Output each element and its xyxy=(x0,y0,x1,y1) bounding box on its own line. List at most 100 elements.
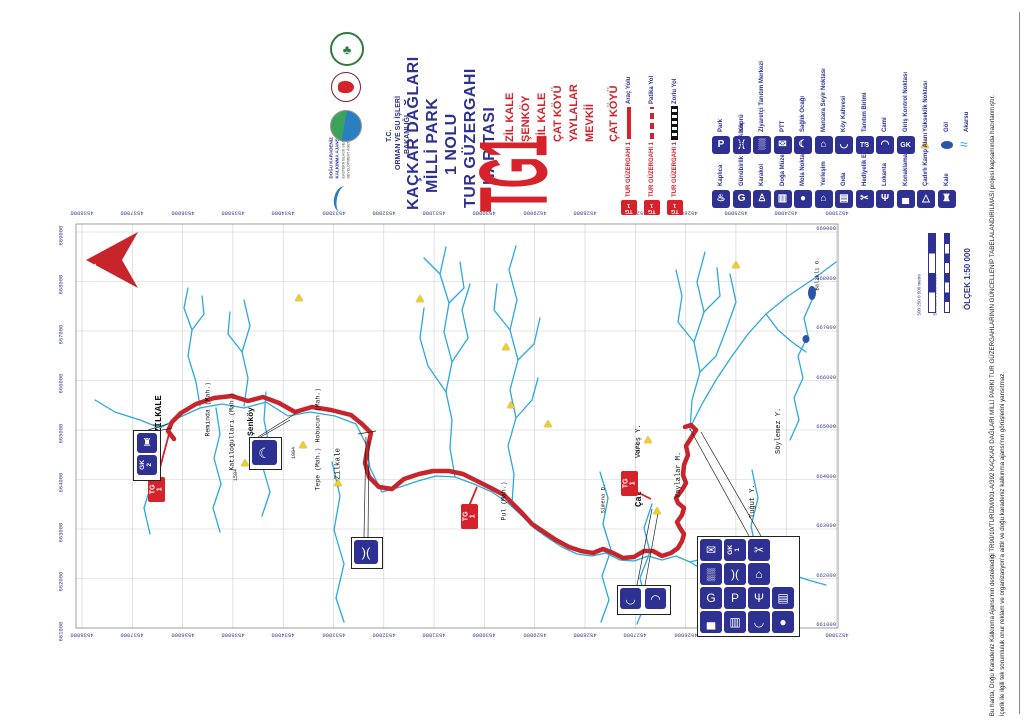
route-legend-label: TUR GÜZERGAHI 1 xyxy=(671,141,678,197)
tg1-marker-label: TG 1 xyxy=(622,478,637,489)
northing-label-left: 664000 xyxy=(57,472,65,493)
elevation-point xyxy=(544,420,552,427)
ministry-title-line: T.C. xyxy=(386,129,393,142)
ptt-icon: ✉ xyxy=(700,539,722,561)
northing-label-right: 661000 xyxy=(816,621,836,628)
tg1-marker-label: TG 1 xyxy=(462,511,477,522)
gunubirlik-tesis-alani-icon: G xyxy=(732,190,751,208)
lokanta-icon: Ψ xyxy=(876,190,894,208)
route-place-name: ZİL KALE xyxy=(536,92,548,142)
northing-label-left: 663000 xyxy=(57,522,65,542)
koy-kahvesi-icon: ◡ xyxy=(748,611,770,633)
legend-label-yerlesim: Yerleşim xyxy=(820,161,827,186)
route-legend-label: TUR GÜZERGAHI 1 xyxy=(648,141,655,197)
elevation-point xyxy=(295,294,303,301)
legend-label-saglik-ocagi: Sağlık Ocağı xyxy=(800,95,806,132)
map-border xyxy=(75,223,839,629)
konaklama-icon: ▄ xyxy=(896,190,915,208)
easting-label-bottom: 4533000 xyxy=(321,631,346,639)
map-title-line: 1 NOLU xyxy=(443,113,460,175)
cat-cluster-callout-leader xyxy=(700,431,762,537)
easting-label-bottom: 4536000 xyxy=(171,631,195,639)
map-label: Hobucun (Mah.) xyxy=(314,387,322,442)
route-legend-item: TG 1 TUR GÜZERGAHI 1 Patika Yol xyxy=(643,76,660,215)
easting-label-bottom: 4531000 xyxy=(422,631,446,639)
river xyxy=(493,283,511,331)
river xyxy=(765,313,807,353)
route-legend-label: TUR GÜZERGAHI 1 xyxy=(625,141,632,197)
northing-label-left: 669000 xyxy=(57,225,65,245)
legend-label-park: Park xyxy=(718,118,724,132)
ministry-logo: ♣ xyxy=(330,32,364,66)
map-label: 1904 xyxy=(291,446,297,459)
map-label: ZİLKALE xyxy=(154,395,164,433)
route-legend-type: Zorlu Yol xyxy=(671,78,678,104)
elevation-point xyxy=(732,261,740,268)
river xyxy=(507,245,519,504)
legend-label-ziyaretci-tanitim-merkezi: Ziyaretçi Tanıtım Merkezi xyxy=(759,61,765,132)
tanitim-birimi-icon: TB xyxy=(855,136,874,154)
river xyxy=(191,295,205,331)
northing-label-left: 667000 xyxy=(57,324,65,344)
map-label: Tuğut Y. xyxy=(749,484,757,518)
map-label: 2183 xyxy=(635,442,641,455)
lake xyxy=(808,286,816,300)
gol-icon xyxy=(940,141,953,149)
kaplica-icon: ♨ xyxy=(712,190,730,208)
doka-logo-text: KALKINMA AJANSI xyxy=(334,136,340,178)
elevation-point xyxy=(644,436,652,443)
gk2-icon-label: GK 2 xyxy=(139,460,153,470)
map-title-line: MİLLİ PARK xyxy=(424,97,441,193)
map-label: Zilkale xyxy=(334,447,343,479)
gk2-callout-leader xyxy=(147,423,169,431)
easting-label-bottom: 4523000 xyxy=(824,631,849,639)
kopru-callout-leader xyxy=(367,440,370,538)
cami-icon: ◠ xyxy=(645,588,666,609)
route-place-name: ÇAT KÖYÜ xyxy=(608,85,620,142)
scale-ticks: 500 250 0 500 metre xyxy=(916,273,922,316)
river xyxy=(419,307,447,393)
elevation-point xyxy=(334,479,342,486)
legend-label-gunubirlik-tesis-alani: Günübirlik Tesis Alanı xyxy=(738,123,745,186)
ziyaretci-tanitim-icon: ▒ xyxy=(700,563,722,585)
easting-label-top: 4523000 xyxy=(824,209,849,217)
elevation-point xyxy=(653,507,661,514)
tg1-marker: TG 1 xyxy=(461,504,478,529)
gk1-icon-label: GK 1 xyxy=(727,545,741,555)
tour-route-tg1 xyxy=(165,393,699,561)
saglik-ocagi-icon: ☾ xyxy=(794,136,812,154)
route-legend-badge: TG 1 xyxy=(620,200,637,215)
scale-bar xyxy=(928,233,936,313)
tg1-marker-label: TG 1 xyxy=(149,484,164,495)
northing-label-right: 667000 xyxy=(816,324,836,331)
route-legend-badge-label: TG 1 xyxy=(670,202,679,215)
cat-pair-callout-leader xyxy=(636,508,653,586)
tg1-marker: TG 1 xyxy=(148,477,165,502)
route-place-name: ÇAT KÖYÜ xyxy=(552,85,564,142)
easting-label-top: 4531000 xyxy=(422,209,446,217)
easting-label-top: 4534000 xyxy=(271,209,295,217)
legend-label-yukseklik-noktasi: Yükseklik Noktası xyxy=(923,80,929,132)
credits-line: İçerik ile ilgili tek sorumluluk onur re… xyxy=(998,371,1006,716)
map-label: Yaylalar M. xyxy=(675,451,683,498)
route-legend-type: Patika Yol xyxy=(648,75,655,104)
kopru-callout-leader xyxy=(363,436,367,538)
easting-label-bottom: 4537000 xyxy=(120,631,144,639)
map-label: Katiloğulları (Mah.) xyxy=(228,391,236,470)
legend-label-kale: Kale xyxy=(943,173,950,186)
kopru-callout-leader-cap xyxy=(357,430,377,435)
river xyxy=(227,311,243,353)
mola-noktasi-icon: ● xyxy=(794,190,812,208)
river xyxy=(448,261,465,304)
river xyxy=(789,299,813,441)
gida-icon: ▤ xyxy=(835,190,853,208)
doga-muzesi-icon: ▥ xyxy=(724,611,746,633)
hediyelik-esya-icon: ✂ xyxy=(855,190,874,208)
easting-label-top: 4536000 xyxy=(171,209,195,217)
giris-kontrol-noktasi-icon: GK xyxy=(896,136,915,154)
map-label: Balıklı G. xyxy=(813,256,821,290)
doka-logo-text: EASTERN BLACK SEA xyxy=(341,139,346,178)
map-label: 1504 xyxy=(233,468,239,481)
northing-label-right: 662000 xyxy=(816,571,836,579)
